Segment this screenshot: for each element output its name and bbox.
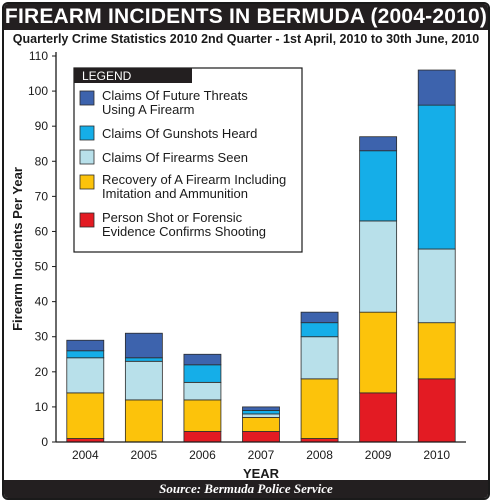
bar-segment-2006-series-2: [183, 381, 222, 401]
legend-swatch: [79, 174, 95, 190]
legend-title: LEGEND: [82, 69, 132, 83]
bar-segment-2007-series-2: [242, 413, 280, 418]
bar-segment-2004-series-2: [66, 357, 105, 394]
bar-segment-2007-series-4: [242, 406, 280, 411]
y-tick-label: 0: [41, 435, 48, 449]
bar-segment-2008-series-1: [300, 378, 339, 439]
x-tick-label: 2004: [72, 448, 99, 462]
legend-label: Recovery of A Firearm Including: [102, 172, 286, 187]
bar-segment-2008-series-4: [300, 311, 339, 324]
legend-label: Person Shot or Forensic: [102, 210, 243, 225]
bar-segment-2008-series-3: [300, 322, 339, 338]
bar-segment-2009-series-0: [359, 392, 398, 443]
y-tick-label: 60: [35, 224, 49, 238]
bar-segment-2010-series-1: [417, 322, 456, 380]
bar-segment-2006-series-0: [183, 431, 222, 443]
legend-title-bar: [74, 68, 192, 83]
legend-swatch: [79, 125, 95, 141]
bar-segment-2008-series-2: [300, 336, 339, 380]
bar-segment-2009-series-4: [359, 136, 398, 152]
bar-segment-2010-series-3: [417, 104, 456, 250]
bar-segment-2005-series-4: [124, 332, 163, 359]
x-tick-label: 2005: [131, 448, 158, 462]
legend-label: Claims Of Gunshots Heard: [102, 126, 257, 141]
legend-label: Imitation and Ammunition: [102, 186, 248, 201]
bar-segment-2004-series-3: [66, 350, 105, 359]
source-credit: Source: Bermuda Police Service: [4, 480, 488, 498]
y-tick-label: 70: [35, 189, 49, 203]
legend-swatch: [79, 149, 95, 165]
axes-layer: 0 10 20 30 40 50 60 70 80 90 100 110 2004 2005 2006 200…: [10, 49, 466, 481]
bar-segment-2007-series-0: [242, 431, 280, 443]
y-tick-label: 40: [35, 295, 49, 309]
bar-segment-2009-series-1: [359, 311, 398, 394]
x-axis-title: YEAR: [243, 466, 280, 481]
bar-segment-2004-series-4: [66, 339, 105, 352]
y-axis-title: Firearm Incidents Per Year: [10, 167, 25, 331]
bar-segment-2010-series-0: [417, 378, 456, 443]
bar-segment-2010-series-2: [417, 248, 456, 324]
bar-segment-2006-series-1: [183, 399, 222, 432]
bar-segment-2009-series-2: [359, 220, 398, 313]
x-tick-label: 2006: [189, 448, 216, 462]
y-tick-label: 30: [35, 330, 49, 344]
y-tick-label: 50: [35, 260, 49, 274]
x-tick-label: 2007: [248, 448, 275, 462]
legend-label: Using A Firearm: [102, 102, 194, 117]
y-tick-label: 10: [35, 400, 49, 414]
y-tick-label: 110: [29, 49, 48, 63]
legend-swatch: [79, 212, 95, 228]
bar-segment-2010-series-4: [417, 69, 456, 106]
bar-segment-2006-series-3: [183, 364, 222, 383]
legend-label: Claims Of Firearms Seen: [102, 150, 248, 165]
legend-label: Claims Of Future Threats: [102, 88, 248, 103]
bar-segment-2006-series-4: [183, 353, 222, 366]
bars-layer: [66, 69, 456, 443]
legend-box: [73, 67, 303, 253]
bar-segment-2005-series-2: [124, 360, 163, 401]
chart-title: FIREARM INCIDENTS IN BERMUDA (2004-2010): [4, 4, 488, 30]
y-tick-label: 90: [35, 119, 49, 133]
legend-label: Evidence Confirms Shooting: [102, 224, 266, 239]
x-tick-label: 2008: [306, 448, 333, 462]
y-tick-label: 80: [35, 154, 49, 168]
y-tick-label: 20: [35, 365, 49, 379]
legend-swatch: [79, 90, 95, 106]
chart-subtitle: Quarterly Crime Statistics 2010 2nd Quar…: [12, 32, 480, 46]
bar-segment-2005-series-3: [124, 357, 163, 362]
y-tick-label: 100: [28, 84, 48, 98]
bar-segment-2009-series-3: [359, 150, 398, 222]
x-tick-label: 2010: [423, 448, 450, 462]
bar-segment-2004-series-1: [66, 392, 105, 439]
bar-segment-2007-series-1: [242, 417, 280, 432]
bar-segment-2007-series-3: [242, 410, 280, 415]
x-tick-label: 2009: [365, 448, 392, 462]
bar-segment-2005-series-1: [124, 399, 163, 443]
